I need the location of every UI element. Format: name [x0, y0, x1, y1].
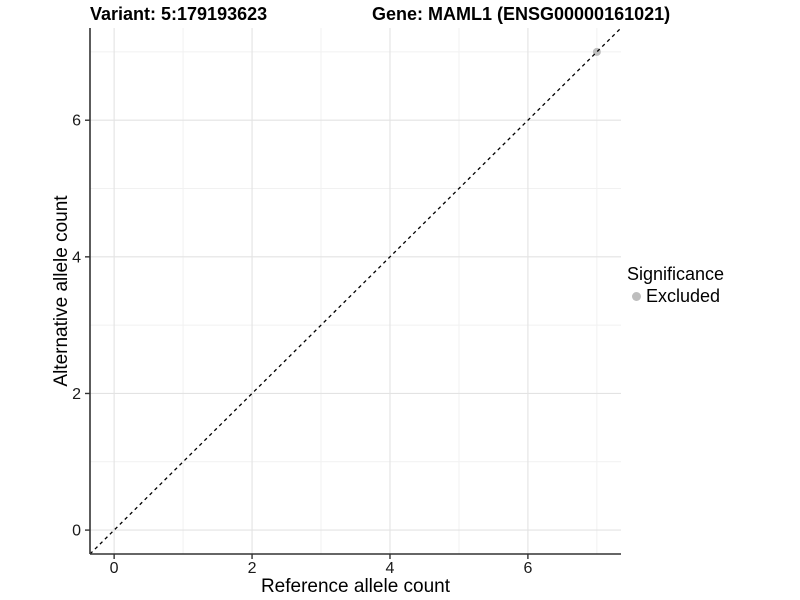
x-tick-label: 0 — [110, 560, 119, 577]
legend: Significance Excluded — [627, 264, 724, 307]
legend-item-excluded: Excluded — [632, 286, 724, 307]
y-tick-label: 6 — [72, 113, 81, 130]
y-tick-label: 0 — [72, 523, 81, 540]
legend-item-label: Excluded — [646, 286, 721, 306]
legend-point-icon — [632, 292, 641, 301]
identity-line — [89, 27, 622, 555]
y-tick-label: 2 — [72, 386, 81, 403]
x-tick-label: 6 — [523, 560, 532, 577]
y-tick-label: 4 — [72, 249, 81, 266]
x-tick-label: 2 — [248, 560, 257, 577]
plot-title-variant: Variant: 5:179193623 — [90, 4, 268, 24]
y-axis-title: Alternative allele count — [51, 195, 72, 387]
x-axis-title: Reference allele count — [260, 576, 451, 597]
plot-title-gene: Gene: MAML1 (ENSG00000161021) — [372, 4, 671, 24]
x-tick-label: 4 — [386, 560, 395, 577]
legend-title: Significance — [627, 264, 725, 284]
